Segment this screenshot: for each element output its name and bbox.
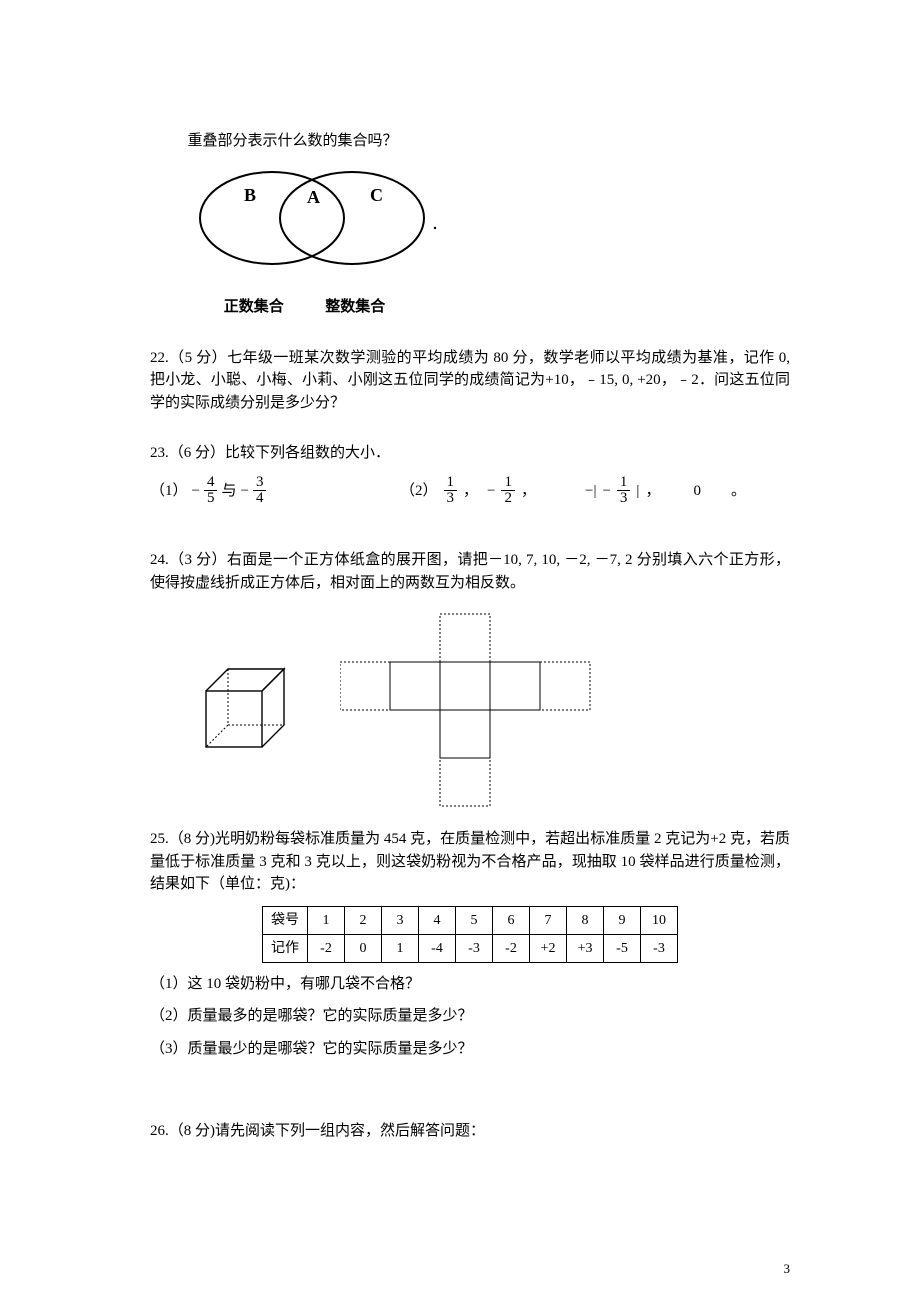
net-square <box>540 662 590 710</box>
q23-part2: （2） 1 3 ， − 1 2 ， −| − 1 3 | <box>400 475 790 508</box>
cube-right <box>262 669 284 747</box>
venn-label-b: B <box>244 185 256 205</box>
venn-caption-right: 整数集合 <box>325 299 385 315</box>
net-svg <box>340 610 600 810</box>
row1-label: 袋号 <box>263 906 308 934</box>
venn-svg: B A C <box>182 163 442 283</box>
cube-svg <box>190 655 300 765</box>
q23-parts: （1） − 4 5 与 − 3 4 （2） 1 3 ， <box>150 475 790 508</box>
q23: 23.（6 分）比较下列各组数的大小． （1） − 4 5 与 − 3 4 （2… <box>150 442 790 507</box>
frac-4-5: 4 5 <box>204 475 218 508</box>
frac-1-3: 1 3 <box>444 475 458 508</box>
q23-part1-label: （1） <box>150 480 188 503</box>
q25-header: 25.（8 分)光明奶粉每袋标准质量为 454 克，在质量检测中，若超出标准质量… <box>150 828 790 896</box>
table-cell: 2 <box>345 906 382 934</box>
net-square <box>490 662 540 710</box>
table-cell: -4 <box>419 934 456 962</box>
q23-part2-label: （2） <box>400 480 438 503</box>
frac-1-2: 1 2 <box>501 475 515 508</box>
table-cell: 1 <box>308 906 345 934</box>
q23-header: 23.（6 分）比较下列各组数的大小． <box>150 442 790 465</box>
q25-sub2: （2）质量最多的是哪袋？它的实际质量是多少？ <box>150 1005 790 1028</box>
page-number: 3 <box>784 1259 791 1279</box>
venn-caption-left: 正数集合 <box>224 299 284 315</box>
q23-mid: 与 <box>221 480 236 503</box>
table-row: 袋号 1 2 3 4 5 6 7 8 9 10 <box>263 906 678 934</box>
q25-table: 袋号 1 2 3 4 5 6 7 8 9 10 记作 -2 0 1 -4 -3 … <box>262 906 678 963</box>
neg-sign: − <box>241 480 249 503</box>
q22-text: 22.（5 分）七年级一班某次数学测验的平均成绩为 80 分，数学老师以平均成绩… <box>150 347 790 415</box>
q24-figures <box>190 610 790 810</box>
q24-text: 24.（3 分）右面是一个正方体纸盒的展开图，请把－10, 7, 10, －2,… <box>150 549 790 594</box>
table-cell: -3 <box>641 934 678 962</box>
q25-sub1: （1）这 10 袋奶粉中，有哪几袋不合格？ <box>150 973 790 996</box>
table-cell: 8 <box>567 906 604 934</box>
q21-continuation: 重叠部分表示什么数的集合吗？ <box>150 130 790 153</box>
table-cell: -3 <box>456 934 493 962</box>
table-cell: 7 <box>530 906 567 934</box>
table-row: 记作 -2 0 1 -4 -3 -2 +2 +3 -5 -3 <box>263 934 678 962</box>
venn-captions: 正数集合 整数集合 <box>182 296 790 319</box>
table-cell: 10 <box>641 906 678 934</box>
neg-sign: − <box>192 480 200 503</box>
q23-part1: （1） − 4 5 与 − 3 4 <box>150 475 400 508</box>
table-cell: -2 <box>308 934 345 962</box>
zero: 0 <box>693 480 701 503</box>
table-cell: -2 <box>493 934 530 962</box>
page: 重叠部分表示什么数的集合吗？ B A C 正数集合 整数集合 22.（5 分）七… <box>0 0 920 1302</box>
table-cell: 0 <box>345 934 382 962</box>
venn-label-c: C <box>370 185 383 205</box>
comma: ， <box>645 480 663 503</box>
cube-front <box>206 691 262 747</box>
q26-text: 26.（8 分)请先阅读下列一组内容，然后解答问题： <box>150 1120 790 1143</box>
table-cell: +2 <box>530 934 567 962</box>
net-square <box>340 662 390 710</box>
table-cell: 9 <box>604 906 641 934</box>
frac-1-3b: 1 3 <box>617 475 631 508</box>
table-cell: -5 <box>604 934 641 962</box>
net-square <box>440 662 490 710</box>
venn-ellipse-left <box>200 172 344 264</box>
table-cell: 4 <box>419 906 456 934</box>
net-square <box>440 614 490 662</box>
q24: 24.（3 分）右面是一个正方体纸盒的展开图，请把－10, 7, 10, －2,… <box>150 549 790 810</box>
q25: 25.（8 分)光明奶粉每袋标准质量为 454 克，在质量检测中，若超出标准质量… <box>150 828 790 1060</box>
table-cell: +3 <box>567 934 604 962</box>
cube-edge <box>206 725 228 747</box>
comma: ， <box>463 480 481 503</box>
net-square <box>390 662 440 710</box>
net-square <box>440 710 490 758</box>
venn-ellipse-right <box>280 172 424 264</box>
table-cell: 1 <box>382 934 419 962</box>
table-cell: 3 <box>382 906 419 934</box>
neg-sign: − <box>602 480 610 503</box>
comma: ， <box>521 480 539 503</box>
table-cell: 5 <box>456 906 493 934</box>
abs-close: | <box>636 480 639 503</box>
dot: 。 <box>731 480 746 503</box>
abs-open: −| <box>585 480 596 503</box>
table-cell: 6 <box>493 906 530 934</box>
venn-dot <box>434 226 436 228</box>
venn-label-a: A <box>307 187 320 207</box>
net-group <box>340 614 590 806</box>
venn-diagram: B A C 正数集合 整数集合 <box>182 163 790 319</box>
row2-label: 记作 <box>263 934 308 962</box>
neg-sign: − <box>487 480 495 503</box>
q25-sub3: （3）质量最少的是哪袋？它的实际质量是多少？ <box>150 1038 790 1061</box>
net-square <box>440 758 490 806</box>
frac-3-4: 3 4 <box>253 475 267 508</box>
